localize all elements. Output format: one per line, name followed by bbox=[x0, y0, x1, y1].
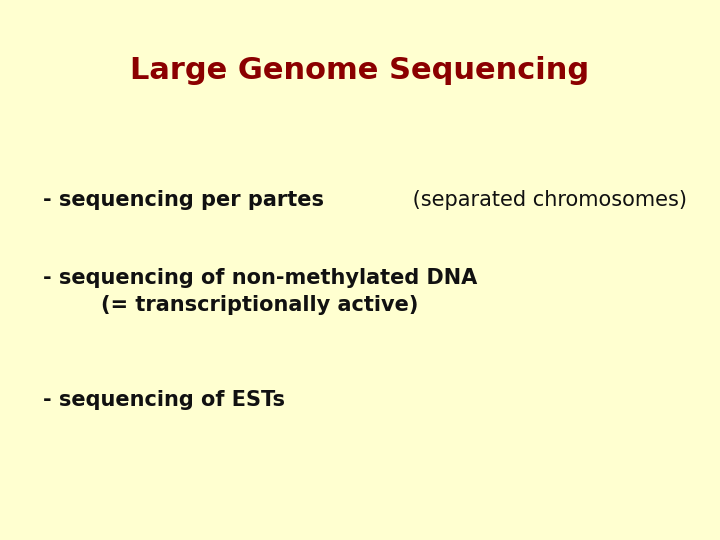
Text: - sequencing of ESTs: - sequencing of ESTs bbox=[43, 389, 285, 410]
Text: - sequencing per partes: - sequencing per partes bbox=[43, 190, 324, 210]
Text: - sequencing of non-methylated DNA
        (= transcriptionally active): - sequencing of non-methylated DNA (= tr… bbox=[43, 268, 477, 315]
Text: Large Genome Sequencing: Large Genome Sequencing bbox=[130, 56, 590, 85]
Text: (separated chromosomes): (separated chromosomes) bbox=[406, 190, 687, 210]
